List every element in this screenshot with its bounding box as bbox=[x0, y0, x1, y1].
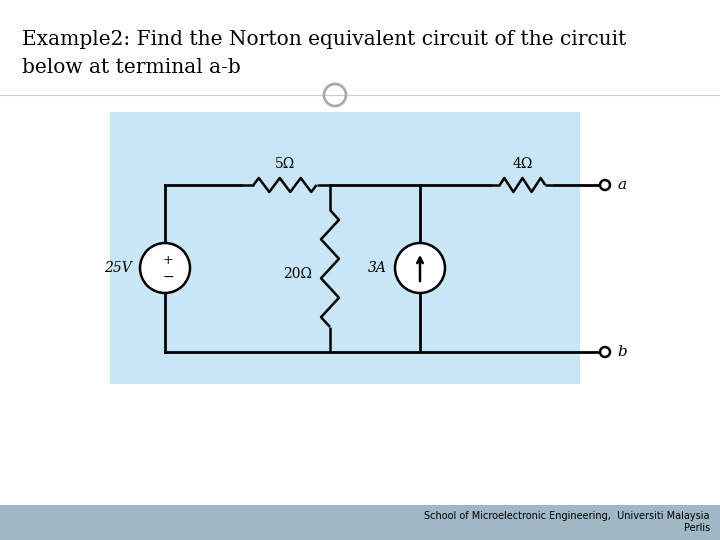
Text: School of Microelectronic Engineering,  Universiti Malaysia
Perlis: School of Microelectronic Engineering, U… bbox=[425, 511, 710, 533]
Text: +: + bbox=[163, 253, 174, 267]
FancyBboxPatch shape bbox=[110, 112, 580, 384]
Text: a: a bbox=[617, 178, 626, 192]
Text: 20Ω: 20Ω bbox=[283, 267, 312, 280]
Text: below at terminal a-b: below at terminal a-b bbox=[22, 58, 240, 77]
Text: 5Ω: 5Ω bbox=[275, 157, 295, 171]
Text: b: b bbox=[617, 345, 626, 359]
Text: 25V: 25V bbox=[104, 261, 132, 275]
FancyBboxPatch shape bbox=[0, 505, 720, 540]
Circle shape bbox=[600, 347, 610, 357]
Circle shape bbox=[600, 180, 610, 190]
Text: 3A: 3A bbox=[368, 261, 387, 275]
Text: Example2: Find the Norton equivalent circuit of the circuit: Example2: Find the Norton equivalent cir… bbox=[22, 30, 626, 49]
Text: 4Ω: 4Ω bbox=[513, 157, 533, 171]
Text: −: − bbox=[162, 270, 174, 284]
Circle shape bbox=[140, 243, 190, 293]
Circle shape bbox=[395, 243, 445, 293]
